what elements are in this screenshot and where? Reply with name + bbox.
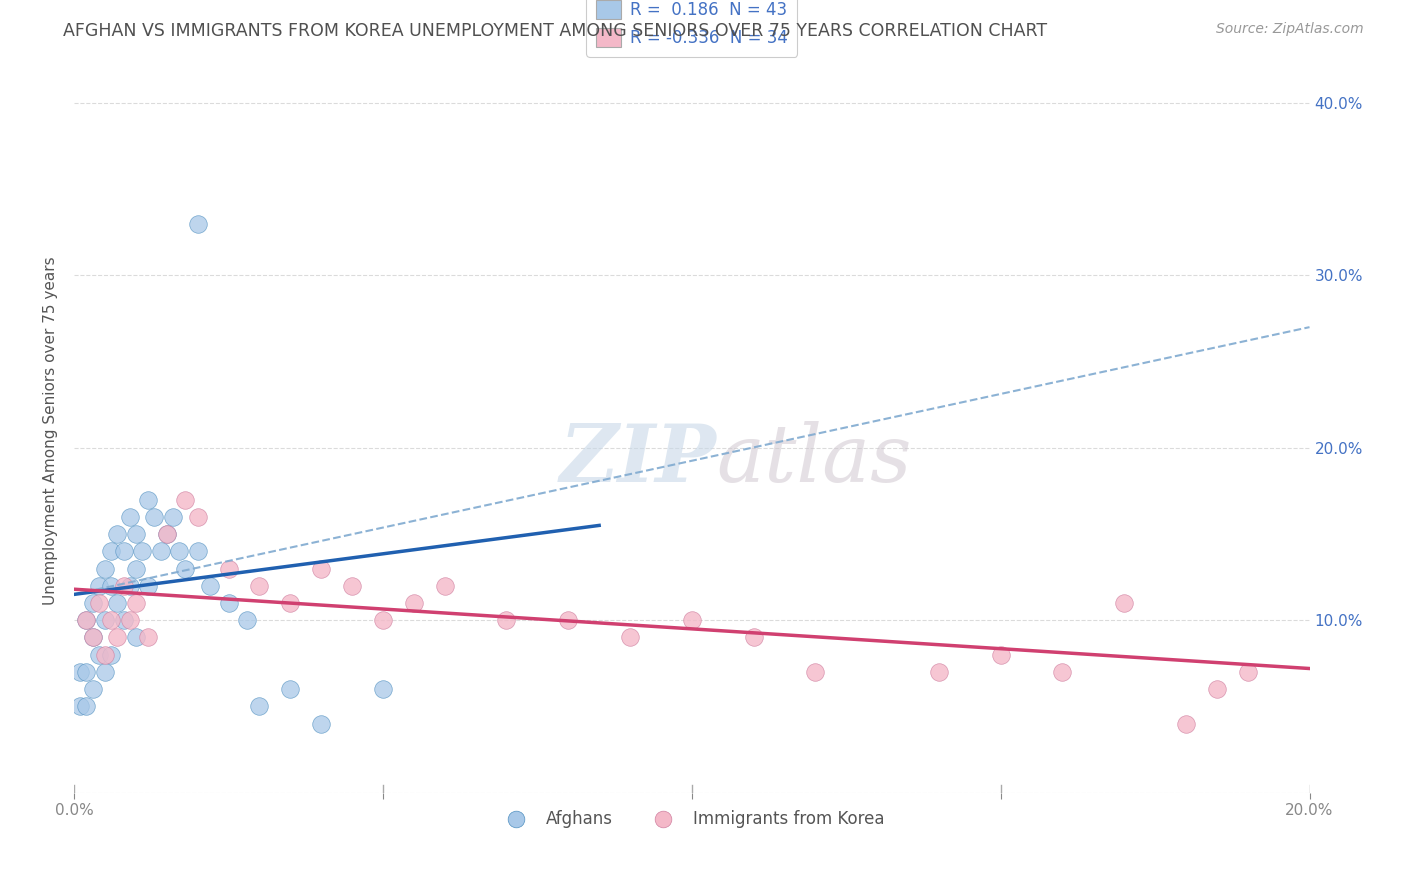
Point	[174, 492, 197, 507]
Point	[1175, 716, 1198, 731]
Point	[433, 579, 456, 593]
Point	[112, 579, 135, 593]
Point	[136, 631, 159, 645]
Point	[198, 579, 221, 593]
Point	[69, 665, 91, 679]
Point	[87, 596, 110, 610]
Point	[125, 561, 148, 575]
Point	[247, 579, 270, 593]
Point	[143, 509, 166, 524]
Point	[278, 596, 301, 610]
Point	[681, 613, 703, 627]
Point	[371, 682, 394, 697]
Y-axis label: Unemployment Among Seniors over 75 years: Unemployment Among Seniors over 75 years	[44, 256, 58, 605]
Point	[340, 579, 363, 593]
Point	[112, 544, 135, 558]
Point	[371, 613, 394, 627]
Point	[118, 509, 141, 524]
Point	[495, 613, 517, 627]
Point	[402, 596, 425, 610]
Point	[82, 631, 104, 645]
Point	[236, 613, 259, 627]
Point	[742, 631, 765, 645]
Point	[187, 217, 209, 231]
Point	[100, 648, 122, 662]
Point	[125, 631, 148, 645]
Legend: Afghans, Immigrants from Korea: Afghans, Immigrants from Korea	[492, 804, 891, 835]
Point	[94, 613, 117, 627]
Point	[136, 579, 159, 593]
Point	[167, 544, 190, 558]
Point	[1205, 682, 1227, 697]
Point	[82, 631, 104, 645]
Point	[125, 596, 148, 610]
Point	[1236, 665, 1258, 679]
Point	[174, 561, 197, 575]
Point	[94, 561, 117, 575]
Point	[82, 596, 104, 610]
Point	[149, 544, 172, 558]
Point	[125, 527, 148, 541]
Point	[162, 509, 184, 524]
Point	[156, 527, 179, 541]
Point	[69, 699, 91, 714]
Point	[94, 648, 117, 662]
Point	[136, 492, 159, 507]
Point	[928, 665, 950, 679]
Point	[218, 596, 240, 610]
Point	[82, 682, 104, 697]
Point	[118, 613, 141, 627]
Point	[112, 613, 135, 627]
Text: Source: ZipAtlas.com: Source: ZipAtlas.com	[1216, 22, 1364, 37]
Point	[187, 509, 209, 524]
Point	[105, 527, 128, 541]
Point	[619, 631, 641, 645]
Point	[75, 665, 97, 679]
Point	[247, 699, 270, 714]
Point	[278, 682, 301, 697]
Point	[990, 648, 1012, 662]
Point	[75, 613, 97, 627]
Text: ZIP: ZIP	[560, 421, 717, 499]
Point	[187, 544, 209, 558]
Point	[87, 648, 110, 662]
Point	[1052, 665, 1074, 679]
Point	[105, 631, 128, 645]
Point	[94, 665, 117, 679]
Point	[309, 716, 332, 731]
Point	[118, 579, 141, 593]
Point	[218, 561, 240, 575]
Point	[804, 665, 827, 679]
Point	[1114, 596, 1136, 610]
Point	[131, 544, 153, 558]
Point	[100, 613, 122, 627]
Point	[309, 561, 332, 575]
Point	[87, 579, 110, 593]
Point	[557, 613, 579, 627]
Point	[75, 699, 97, 714]
Point	[75, 613, 97, 627]
Point	[105, 596, 128, 610]
Point	[156, 527, 179, 541]
Text: atlas: atlas	[717, 421, 912, 499]
Point	[100, 544, 122, 558]
Text: AFGHAN VS IMMIGRANTS FROM KOREA UNEMPLOYMENT AMONG SENIORS OVER 75 YEARS CORRELA: AFGHAN VS IMMIGRANTS FROM KOREA UNEMPLOY…	[63, 22, 1047, 40]
Point	[100, 579, 122, 593]
